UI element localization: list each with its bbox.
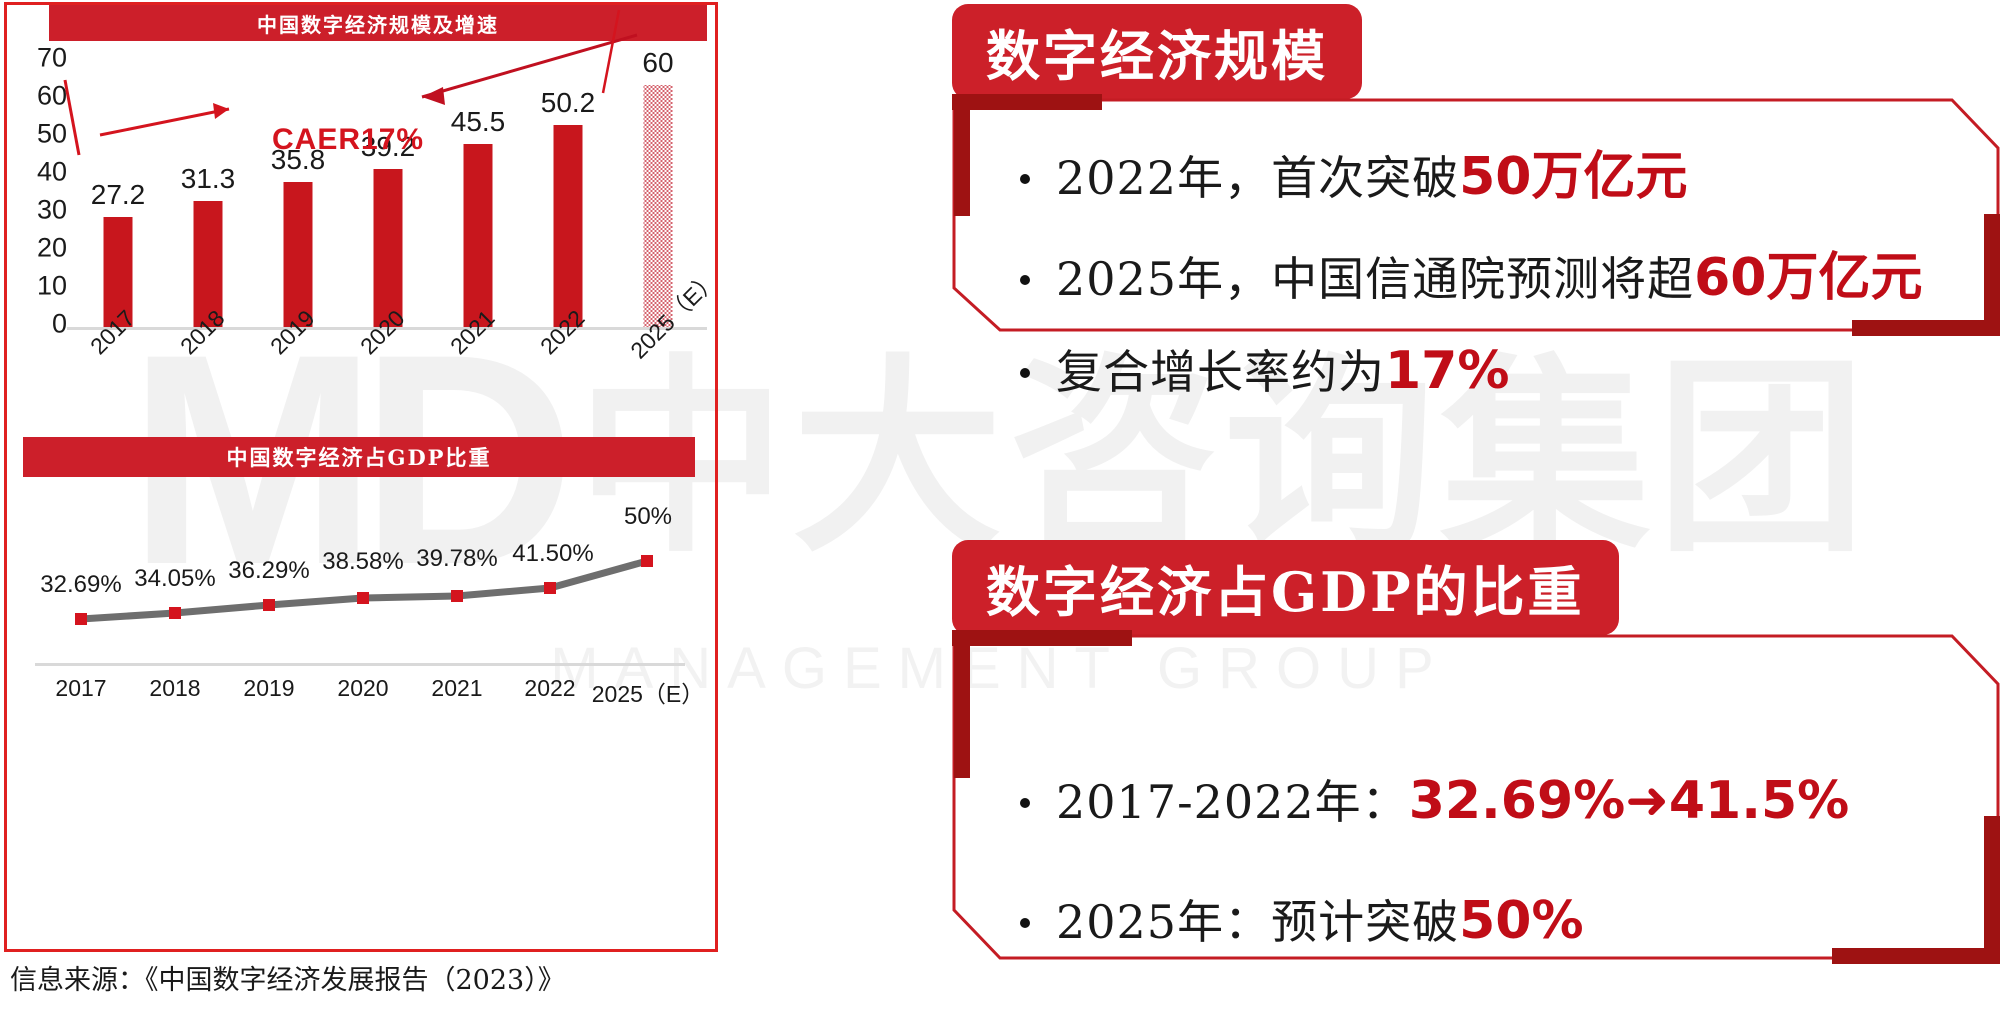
bar-chart-y-axis: 70 60 50 40 30 20 10 0: [19, 42, 67, 339]
line-value-2021: 39.78%: [416, 545, 498, 572]
bullet-dot-icon: [1020, 275, 1030, 285]
bar-chart-baseline: [67, 327, 707, 330]
panel-2-bullet-2-text: 2025年：预计突破: [1056, 895, 1460, 949]
bar-value-2018: 31.3: [180, 163, 236, 194]
line-x-label-2025e: 2025（E）: [591, 681, 705, 707]
bar-column-2019: 35.8: [253, 45, 343, 327]
bullet-dot-icon: [1020, 368, 1030, 378]
y-tick-30: 30: [36, 194, 67, 225]
bar-column-2025e: 60: [613, 45, 703, 327]
bar-value-2022: 50.2: [540, 87, 596, 118]
y-tick-20: 20: [36, 232, 67, 263]
panel-1-bullet-2-text: 2025年，中国信通院预测将超: [1056, 252, 1695, 306]
bar-value-2019: 35.8: [270, 144, 326, 175]
bullet-dot-icon: [1020, 798, 1030, 808]
source-note: 信息来源：《中国数字经济发展报告（2023）》: [10, 965, 565, 996]
panel-1-frame: [952, 92, 2000, 340]
panel-1-bullet-3: 复合增长率约为 17%: [1020, 336, 1922, 402]
line-value-2019: 36.29%: [228, 557, 310, 584]
panel-1-title: 数字经济规模: [952, 4, 1362, 99]
panel-2-bullet-2: 2025年：预计突破 50%: [1020, 886, 1849, 952]
panel-2-bullet-2-highlight: 50%: [1459, 891, 1584, 951]
line-chart-title: 中国数字经济占GDP比重: [23, 437, 695, 477]
panel-1-bullet-2-highlight: 60万亿元: [1694, 248, 1923, 308]
bar-2020: [373, 169, 403, 327]
line-x-label-2019: 2019: [243, 675, 295, 701]
digital-economy-gdp-share-line-chart: 32.69% 34.05% 36.29% 38.58% 39.78% 41.50…: [7, 485, 719, 735]
bar-value-2017: 27.2: [90, 179, 146, 210]
panel-2-frame: [952, 628, 2000, 968]
panel-1-bullet-1-highlight: 50万亿元: [1459, 147, 1688, 207]
line-x-label-2020: 2020: [337, 675, 389, 701]
line-value-2018: 34.05%: [134, 565, 216, 592]
caer-annotation-label: CAER17%: [272, 123, 425, 156]
bar-2025-estimate: [643, 85, 673, 327]
panel-1-bullets: 2022年，首次突破 50万亿元 2025年，中国信通院预测将超 60万亿元 复…: [1020, 134, 1922, 428]
line-x-label-2018: 2018: [149, 675, 201, 701]
digital-economy-scale-bar-chart: 70 60 50 40 30 20 10 0 27.2 31.3 35.8: [7, 9, 723, 435]
bar-2018: [193, 201, 223, 327]
bar-column-2020: 39.2: [343, 45, 433, 327]
panel-2-bullet-1-text: 2017-2022年：: [1056, 775, 1409, 829]
panel-1-bullet-3-text: 复合增长率约为: [1056, 345, 1385, 399]
panel-2-bullet-1: 2017-2022年： 32.69%➜41.5%: [1020, 766, 1849, 832]
bar-chart-annotation-arrows: [63, 9, 638, 156]
y-tick-0: 0: [51, 308, 67, 339]
bar-column-2021: 45.5: [433, 45, 523, 327]
y-tick-60: 60: [36, 80, 67, 111]
bar-chart-title: 中国数字经济规模及增速: [49, 5, 707, 41]
line-value-2025e: 50%: [623, 503, 673, 530]
bar-2017: [103, 217, 133, 327]
bar-2022: [553, 125, 583, 327]
panel-2-bullets: 2017-2022年： 32.69%➜41.5% 2025年：预计突破 50%: [1020, 766, 1849, 978]
y-tick-70: 70: [36, 42, 67, 73]
line-x-label-2022: 2022: [524, 675, 576, 701]
bar-value-2021: 45.5: [450, 106, 506, 137]
line-chart-baseline: [35, 663, 685, 666]
y-tick-10: 10: [36, 270, 67, 301]
line-value-2020: 38.58%: [322, 548, 404, 575]
bullet-dot-icon: [1020, 174, 1030, 184]
panel-1-bullet-3-highlight: 17%: [1385, 341, 1510, 401]
line-value-2017: 32.69%: [40, 571, 122, 598]
line-value-2022: 41.50%: [512, 540, 594, 567]
left-charts-panel: 中国数字经济规模及增速 70 60 50 40 30 20 10 0 27.2 …: [4, 2, 723, 952]
line-x-label-2021: 2021: [431, 675, 483, 701]
digital-economy-gdp-share-panel: 数字经济占GDP的比重 2017-2022年： 32.69%➜41.5% 202…: [952, 540, 2000, 1000]
bar-value-2025e: 60: [642, 47, 674, 78]
bar-chart-plot-area: 27.2 31.3 35.8 39.2 45.5 50.2: [73, 45, 703, 327]
panel-2-bullet-1-highlight: 32.69%➜41.5%: [1408, 771, 1850, 831]
digital-economy-scale-panel: 数字经济规模 2022年，首次突破 50万亿元 2025年，中国信通院预测将超 …: [952, 4, 2000, 434]
line-x-label-2017: 2017: [55, 675, 107, 701]
bar-column-2022: 50.2: [523, 45, 613, 327]
bullet-dot-icon: [1020, 918, 1030, 928]
panel-1-bullet-1: 2022年，首次突破 50万亿元: [1020, 134, 1922, 209]
y-tick-40: 40: [36, 156, 67, 187]
panel-2-title: 数字经济占GDP的比重: [952, 540, 1619, 635]
panel-1-bullet-1-text: 2022年，首次突破: [1056, 151, 1460, 205]
y-tick-50: 50: [36, 118, 67, 149]
bar-column-2018: 31.3: [163, 45, 253, 327]
panel-1-bullet-2: 2025年，中国信通院预测将超 60万亿元: [1020, 235, 1922, 310]
bar-2019: [283, 182, 313, 327]
bar-column-2017: 27.2: [73, 45, 163, 327]
bar-2021: [463, 144, 493, 327]
bar-value-2020: 39.2: [360, 131, 416, 162]
line-chart-plot-area: [75, 555, 653, 625]
